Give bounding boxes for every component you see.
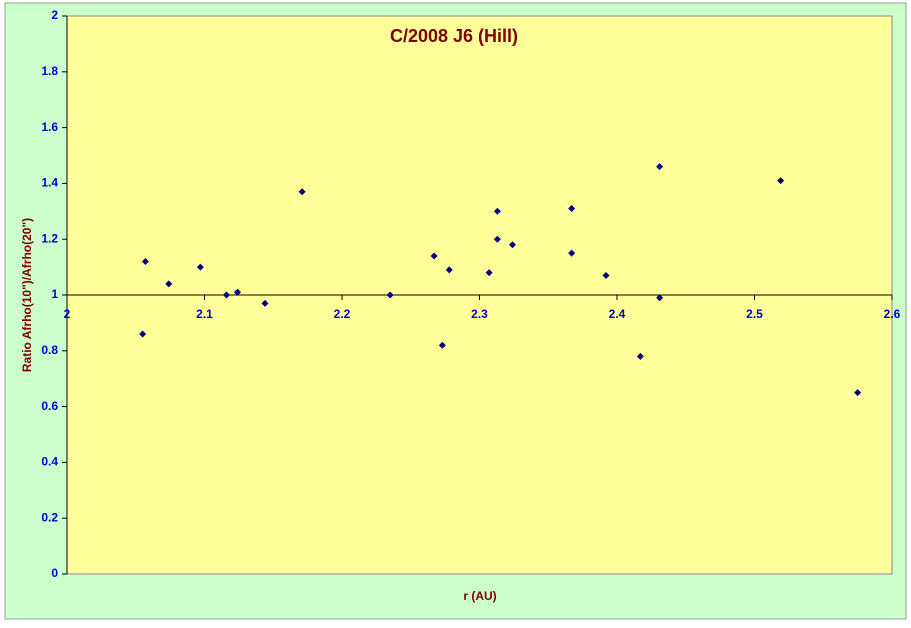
x-tick-label: 2.2 [334, 307, 351, 321]
x-tick-label: 2.3 [471, 307, 488, 321]
x-tick-label: 2.6 [884, 307, 901, 321]
y-tick-label: 0.4 [41, 455, 58, 469]
y-tick-label: 1.8 [41, 64, 58, 78]
x-tick-label: 2.1 [196, 307, 213, 321]
y-tick-label: 1.2 [41, 231, 58, 245]
point [493, 207, 501, 215]
point [438, 341, 446, 349]
point [485, 269, 493, 277]
y-tick-label: 1.4 [41, 176, 58, 190]
point [430, 252, 438, 260]
point [261, 299, 269, 307]
point [234, 288, 241, 296]
point [509, 241, 516, 249]
point [386, 291, 394, 299]
point [493, 235, 501, 243]
y-axis-title: Ratio Afrho(10")/Afrho(20") [20, 218, 34, 372]
x-axis-title: r (AU) [463, 589, 496, 603]
point [777, 177, 785, 185]
point [298, 188, 306, 196]
point [165, 280, 173, 288]
y-tick-label: 1.6 [41, 120, 58, 134]
y-tick-label: 0.2 [41, 510, 58, 524]
chart-title: C/2008 J6 (Hill) [390, 26, 518, 46]
point [223, 291, 230, 299]
point [602, 271, 610, 279]
y-tick-label: 0.8 [41, 343, 58, 357]
point [568, 249, 576, 257]
point [636, 352, 644, 360]
point [139, 330, 147, 338]
point [445, 266, 453, 274]
point [141, 258, 149, 266]
x-tick-label: 2.5 [746, 307, 763, 321]
point [196, 263, 204, 271]
x-tick-label: 2 [64, 307, 71, 321]
y-tick-label: 2 [51, 8, 58, 22]
point [656, 294, 664, 302]
point [854, 389, 862, 397]
point [656, 163, 664, 171]
x-tick-label: 2.4 [609, 307, 626, 321]
y-tick-label: 1 [51, 287, 58, 301]
point [568, 205, 576, 213]
y-tick-label: 0.6 [41, 399, 58, 413]
y-tick-label: 0 [51, 566, 58, 580]
